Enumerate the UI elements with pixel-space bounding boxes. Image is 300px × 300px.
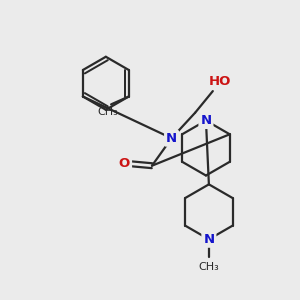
Text: N: N <box>200 114 211 127</box>
Text: CH₃: CH₃ <box>98 107 118 117</box>
Text: N: N <box>166 132 177 145</box>
Text: HO: HO <box>208 75 231 88</box>
Text: N: N <box>203 233 214 246</box>
Text: CH₃: CH₃ <box>199 262 219 272</box>
Text: O: O <box>119 157 130 170</box>
